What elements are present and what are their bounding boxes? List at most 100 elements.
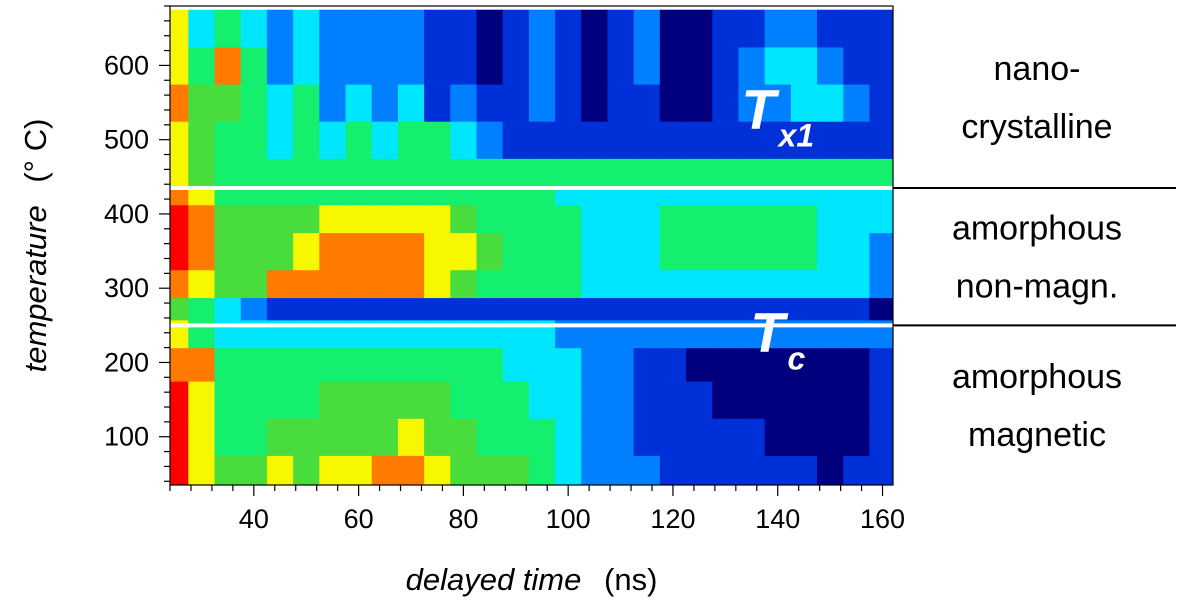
heatmap-cell (240, 83, 268, 122)
heatmap-cell (170, 186, 189, 206)
x-axis-label-name: delayed time (406, 562, 582, 597)
heatmap-cell (712, 9, 740, 48)
heatmap-cell (424, 9, 451, 48)
heatmap-cell (528, 381, 556, 419)
heatmap-cell (738, 297, 766, 321)
heatmap-cell (738, 186, 766, 206)
heatmap-cell (319, 9, 347, 48)
annotation-subscript: c (787, 340, 805, 376)
heatmap-cell (528, 297, 556, 321)
heatmap-cell (170, 269, 189, 299)
heatmap-cell (869, 186, 893, 206)
heatmap-cell (397, 418, 425, 456)
heatmap-cell (345, 455, 373, 485)
heatmap-cell (371, 297, 399, 321)
heatmap-cell (659, 232, 687, 271)
heatmap-cell (293, 121, 320, 159)
heatmap-cell (843, 381, 871, 419)
heatmap-cell (686, 232, 713, 271)
heatmap-cell (555, 46, 582, 85)
heatmap-cell (817, 46, 844, 85)
heatmap-cell (528, 121, 556, 159)
heatmap-cell (581, 297, 609, 321)
heatmap-cell (790, 46, 818, 85)
x-axis-label-unit: (ns) (604, 562, 657, 597)
heatmap-cell (869, 46, 893, 85)
heatmap-cell (476, 9, 504, 48)
heatmap-cell (764, 347, 792, 382)
heatmap-cell (170, 158, 189, 187)
heatmap-cell (397, 455, 425, 485)
x-tick-label: 120 (650, 504, 695, 534)
heatmap-cell (293, 381, 320, 419)
heatmap-cell (555, 381, 582, 419)
heatmap-cell (686, 269, 713, 299)
heatmap-cell (555, 204, 582, 234)
heatmap-cell (712, 204, 740, 234)
heatmap-cell (424, 46, 451, 85)
heatmap-cell (686, 297, 713, 321)
heatmap-cell (502, 381, 530, 419)
heatmap-cell (214, 46, 242, 85)
heatmap-cell (397, 204, 425, 234)
heatmap-cell (764, 186, 792, 206)
plot-area-frame (169, 5, 894, 486)
heatmap-cell (843, 46, 871, 85)
heatmap-cell (397, 232, 425, 271)
heatmap-cell (214, 232, 242, 271)
heatmap-cell (214, 83, 242, 122)
heatmap-cell (607, 455, 635, 485)
heatmap-cell (502, 297, 530, 321)
heatmap-cell (555, 455, 582, 485)
heatmap-cell (817, 418, 844, 456)
heatmap-cell (528, 347, 556, 382)
heatmap-cell (817, 297, 844, 321)
heatmap-cell (476, 381, 504, 419)
heatmap-cell (266, 9, 294, 48)
heatmap-cell (450, 269, 478, 299)
heatmap-cell (502, 455, 530, 485)
heatmap-cell (450, 83, 478, 122)
heatmap-cell (188, 158, 216, 187)
heatmap-cell (266, 455, 294, 485)
heatmap-cell (633, 158, 661, 187)
heatmap-cell (188, 418, 216, 456)
heatmap-cell (502, 158, 530, 187)
phase-boundaries (170, 185, 1176, 328)
heatmap-cell (686, 121, 713, 159)
heatmap-cell (345, 204, 373, 234)
heatmap-cell (581, 381, 609, 419)
heatmap-cell (214, 158, 242, 187)
heatmap-cell (424, 83, 451, 122)
region-label-line: non-magn. (956, 268, 1119, 306)
heatmap-cell (790, 83, 818, 122)
heatmap-cell (817, 232, 844, 271)
heatmap-cell (371, 204, 399, 234)
heatmap-cell (397, 186, 425, 206)
heatmap-cell (581, 269, 609, 299)
heatmap-cell (581, 455, 609, 485)
heatmap-cell (738, 269, 766, 299)
heatmap-cell (633, 269, 661, 299)
heatmap-cell (293, 232, 320, 271)
heatmap-cell (764, 158, 792, 187)
heatmap-cell (319, 297, 347, 321)
heatmap-cell (450, 347, 478, 382)
heatmap-cell (607, 121, 635, 159)
heatmap-cell (293, 418, 320, 456)
y-tick-label: 300 (104, 273, 149, 303)
heatmap-cell (712, 186, 740, 206)
heatmap-cell (764, 455, 792, 485)
heatmap-cell (738, 347, 766, 382)
heatmap-cell (581, 9, 609, 48)
heatmap-cell (790, 158, 818, 187)
heatmap-cell (659, 158, 687, 187)
heatmap-cell (266, 83, 294, 122)
heatmap-cell (240, 418, 268, 456)
heatmap-cell (659, 46, 687, 85)
heatmap-cell (843, 455, 871, 485)
heatmap-cell (764, 121, 792, 159)
heatmap-cell (764, 9, 792, 48)
heatmap-cell (397, 121, 425, 159)
